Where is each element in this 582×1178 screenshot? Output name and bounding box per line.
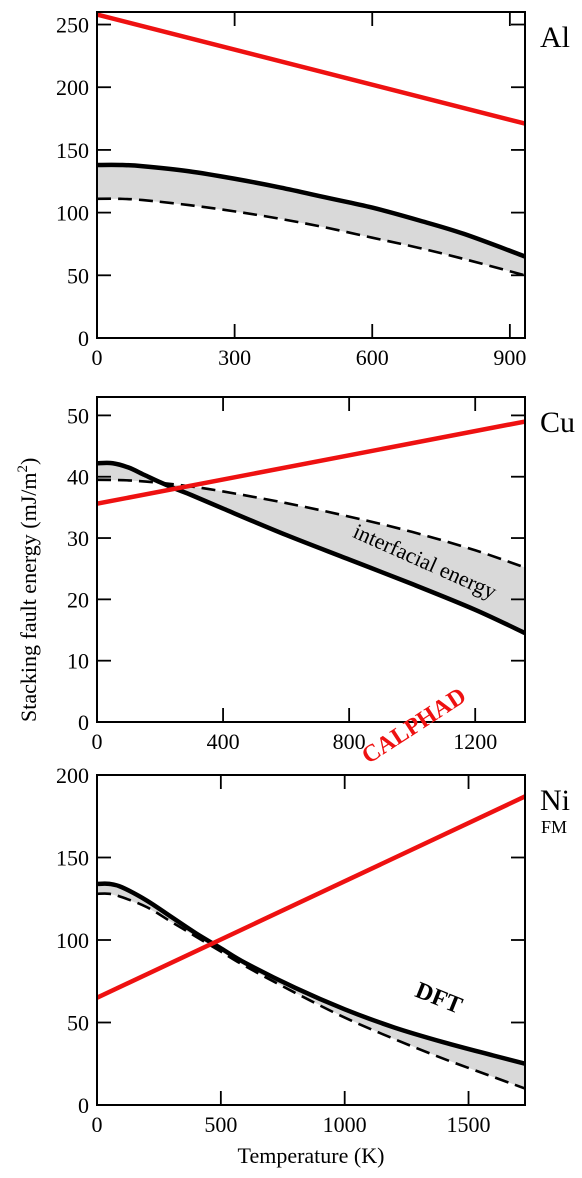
x-tick-label: 900: [493, 345, 526, 370]
y-tick-label: 100: [56, 928, 89, 953]
x-tick-label: 500: [204, 1112, 237, 1137]
x-tick-label: 1000: [323, 1112, 367, 1137]
uncertainty-band: [97, 463, 525, 634]
plot-frame: [96, 11, 526, 339]
x-tick-label: 1200: [453, 729, 497, 754]
y-tick-label: 20: [67, 587, 89, 612]
element-label: Al: [540, 21, 570, 54]
x-tick-label: 600: [356, 345, 389, 370]
y-tick-label: 50: [67, 403, 89, 428]
x-tick-label: 0: [92, 345, 103, 370]
annotation-dft: DFT: [411, 977, 465, 1019]
series-calphad: [97, 794, 525, 1000]
y-tick-label: 150: [56, 138, 89, 163]
y-tick-label: 50: [67, 1011, 89, 1036]
series-dft: [97, 460, 525, 636]
uncertainty-band: [97, 164, 525, 276]
x-tick-label: 400: [207, 729, 240, 754]
element-sublabel: FM: [541, 817, 567, 837]
panel-al: 0 300 600 900 0 50 100 150 200 250 Al: [56, 11, 570, 370]
series-dft: [97, 881, 525, 1066]
y-tick-label: 250: [56, 13, 89, 38]
y-tick-label: 10: [67, 649, 89, 674]
y-axis-title: Stacking fault energy (mJ/m2): [15, 458, 41, 722]
y-tick-label: 0: [78, 1093, 89, 1118]
element-label: Ni: [540, 784, 570, 817]
y-tick-label: 50: [67, 263, 89, 288]
y-tick-label: 200: [56, 763, 89, 788]
series-dft: [97, 162, 525, 259]
y-tick-label: 40: [67, 465, 89, 490]
y-tick-label: 150: [56, 846, 89, 871]
plot-frame: [96, 396, 526, 723]
uncertainty-band: [97, 883, 525, 1089]
y-tick-label: 100: [56, 201, 89, 226]
x-axis-title: Temperature (K): [238, 1143, 385, 1168]
x-tick-label: 300: [218, 345, 251, 370]
series-dft-dashed: [97, 197, 525, 277]
y-tick-label: 0: [78, 710, 89, 735]
y-tick-label: 30: [67, 526, 89, 551]
annotation-calphad: CALPHAD: [357, 683, 471, 769]
x-tick-label: 0: [92, 729, 103, 754]
element-label: Cu: [540, 406, 575, 439]
y-tick-label: 0: [78, 326, 89, 351]
x-tick-label: 800: [333, 729, 366, 754]
plot-frame: [96, 774, 526, 1106]
x-tick-label: 0: [92, 1112, 103, 1137]
series-calphad: [97, 419, 525, 506]
series-dft-dashed: [97, 892, 525, 1090]
x-tick-label: 1500: [447, 1112, 491, 1137]
series-calphad: [97, 12, 525, 126]
series-dft-dashed: [97, 478, 525, 569]
y-tick-label: 200: [56, 75, 89, 100]
